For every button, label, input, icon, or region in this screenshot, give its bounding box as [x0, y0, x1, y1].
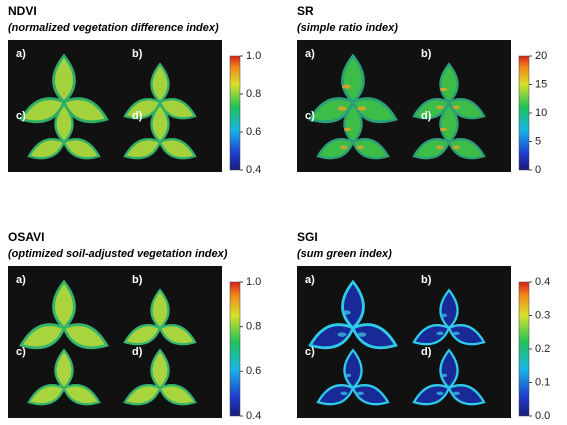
subfigure-label: d) — [421, 346, 432, 358]
colorbar-label: 0.8 — [246, 88, 261, 100]
subfigure-label: c) — [305, 346, 315, 358]
subfigure-label: d) — [132, 110, 143, 122]
leaf-spot — [357, 332, 366, 336]
subfigure-label: b) — [132, 48, 143, 60]
subfigure-label: d) — [132, 346, 143, 358]
colorbar-label: 0.4 — [246, 410, 261, 422]
leaf-spot — [342, 310, 351, 314]
leaf-spot — [340, 392, 347, 396]
subfigure-label: b) — [132, 274, 143, 286]
leaf-spot — [436, 146, 443, 150]
colorbar-label: 0.4 — [535, 276, 550, 288]
panel-subtitle: (normalized vegetation difference index) — [8, 22, 219, 34]
leaf-spot — [340, 146, 347, 150]
subfigure-label: c) — [16, 346, 26, 358]
colorbar-label: 15 — [535, 78, 547, 90]
panel: NDVI (normalized vegetation difference in… — [8, 4, 261, 176]
leaf-spot — [440, 374, 447, 378]
leaf-spot — [436, 392, 443, 396]
colorbar-label: 20 — [535, 50, 547, 62]
panel-subtitle: (optimized soil-adjusted vegetation inde… — [8, 248, 228, 260]
subfigure-label: c) — [305, 110, 315, 122]
colorbar-label: 5 — [535, 135, 541, 147]
image: a) b) c) d) — [8, 40, 222, 172]
panel: SGI (sum green index) a) b) c) d) 0.4 0.3 0.2 0.1… — [297, 230, 550, 422]
colorbar — [230, 282, 240, 416]
colorbar — [519, 282, 529, 416]
panel-title: OSAVI — [8, 230, 44, 244]
figure: NDVI (normalized vegetation difference in… — [0, 0, 567, 425]
subfigure-label: a) — [305, 274, 315, 286]
subfigure-label: d) — [421, 110, 432, 122]
leaf-spot — [342, 84, 351, 88]
panel: OSAVI (optimized soil-adjusted vegetation… — [8, 230, 261, 422]
leaf-spot — [357, 392, 364, 396]
leaf-spot — [338, 332, 347, 336]
image: a) b) c) d) — [297, 266, 511, 418]
panel: SR (simple ratio index) a) b) c) d) 20 15 10 5 0 — [297, 4, 547, 176]
subfigure-label: c) — [16, 110, 26, 122]
subfigure-label: a) — [305, 48, 315, 60]
colorbar-label: 10 — [535, 107, 547, 119]
colorbar — [519, 56, 529, 170]
leaf-spot — [453, 106, 460, 110]
colorbar-label: 0.1 — [535, 376, 550, 388]
colorbar-label: 0.6 — [246, 126, 261, 138]
leaf-spot — [344, 128, 351, 132]
leaf-spot — [453, 146, 460, 150]
leaf-spot — [440, 128, 447, 132]
leaf-spot — [453, 332, 460, 336]
leaf-spot — [436, 332, 443, 336]
colorbar-label: 0.0 — [535, 410, 550, 422]
leaf-spot — [440, 88, 447, 92]
subfigure-label: b) — [421, 274, 432, 286]
colorbar-label: 0.3 — [535, 309, 550, 321]
subfigure-label: a) — [16, 48, 26, 60]
colorbar-label: 1.0 — [246, 50, 261, 62]
colorbar-label: 1.0 — [246, 276, 261, 288]
panel-title: SR — [297, 4, 314, 18]
panel-title: NDVI — [8, 4, 37, 18]
leaf-spot — [357, 106, 366, 110]
colorbar-label: 0.4 — [246, 164, 261, 176]
colorbar — [230, 56, 240, 170]
panel-subtitle: (simple ratio index) — [297, 22, 398, 34]
leaf-spot — [436, 106, 443, 110]
leaf-spot — [338, 106, 347, 110]
subfigure-label: b) — [421, 48, 432, 60]
panel-subtitle: (sum green index) — [297, 248, 392, 260]
image: a) b) c) d) — [8, 266, 222, 418]
subfigure-label: a) — [16, 274, 26, 286]
panel-title: SGI — [297, 230, 318, 244]
leaf-spot — [357, 146, 364, 150]
leaf-spot — [440, 314, 447, 318]
colorbar-label: 0.2 — [535, 343, 550, 355]
image: a) b) c) d) — [297, 40, 511, 172]
colorbar-label: 0.8 — [246, 321, 261, 333]
leaf-spot — [344, 374, 351, 378]
colorbar-label: 0.6 — [246, 365, 261, 377]
leaf-spot — [453, 392, 460, 396]
colorbar-label: 0 — [535, 164, 541, 176]
